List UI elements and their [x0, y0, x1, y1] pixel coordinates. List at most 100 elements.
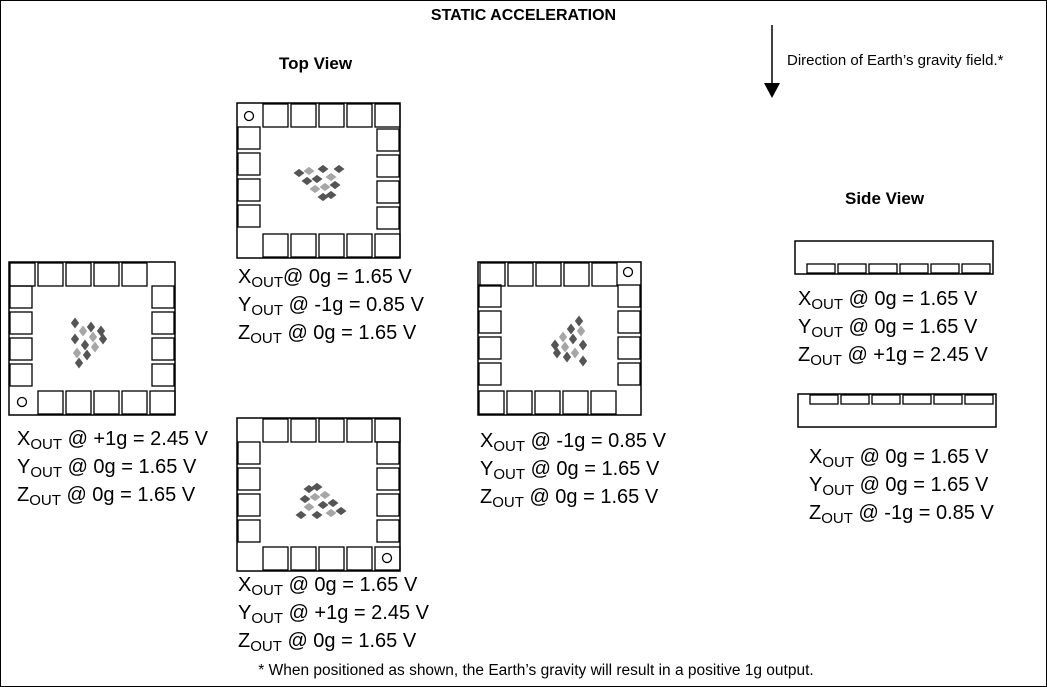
logo-diamond	[317, 164, 329, 174]
reading-x: XOUT @ +1g = 2.45 V	[17, 428, 208, 453]
package-bottom	[236, 417, 401, 572]
pad	[617, 310, 641, 334]
package-bottom-outline	[236, 417, 401, 572]
chevron-logo-bottom	[295, 482, 347, 520]
pad	[617, 336, 641, 360]
pad	[346, 233, 373, 258]
pad	[837, 263, 867, 274]
package-left-pads	[9, 262, 176, 415]
pad	[506, 390, 533, 415]
logo-diamond	[329, 180, 341, 190]
reading-x: XOUT @ 0g = 1.65 V	[809, 446, 989, 471]
logo-diamond	[327, 498, 339, 508]
logo-diamond	[325, 190, 337, 200]
pad	[262, 103, 289, 128]
logo-diamond	[325, 508, 337, 518]
package-top	[236, 102, 401, 259]
logo-diamond	[303, 484, 315, 494]
pad	[9, 337, 33, 361]
pin1-marker-icon	[16, 396, 28, 408]
logo-diamond	[568, 333, 578, 345]
logo-diamond	[566, 323, 576, 335]
pad	[9, 311, 33, 335]
side-package-up-body	[794, 240, 994, 275]
logo-diamond	[309, 492, 321, 502]
logo-diamond	[299, 494, 311, 504]
pad	[151, 363, 175, 387]
readings-side-down: XOUT @ 0g = 1.65 V YOUT @ 0g = 1.65 V ZO…	[809, 443, 994, 527]
logo-diamond	[574, 315, 584, 327]
pad	[318, 546, 345, 571]
side-package-down	[797, 393, 997, 428]
readings-bottom: XOUT @ 0g = 1.65 V YOUT @ +1g = 2.45 V Z…	[238, 571, 429, 655]
logo-diamond	[319, 490, 331, 500]
logo-diamond	[319, 182, 331, 192]
logo-diamond	[86, 321, 96, 333]
logo-diamond	[295, 510, 307, 520]
pad	[376, 206, 400, 230]
pad	[809, 394, 839, 405]
pad	[374, 546, 401, 571]
reading-z: ZOUT @ 0g = 1.65 V	[480, 486, 659, 511]
reading-z: ZOUT @ -1g = 0.85 V	[809, 502, 994, 527]
pad	[868, 263, 898, 274]
logo-diamond	[578, 339, 588, 351]
pad	[9, 363, 33, 387]
pad	[318, 103, 345, 128]
logo-diamond	[72, 347, 82, 359]
pad	[902, 394, 932, 405]
logo-diamond	[317, 500, 329, 510]
pad	[534, 390, 561, 415]
reading-x: XOUT@ 0g = 1.65 V	[238, 266, 412, 291]
reading-y: YOUT @ +1g = 2.45 V	[238, 602, 429, 627]
pad	[346, 103, 373, 128]
logo-diamond	[335, 506, 347, 516]
side-package-down-body	[797, 393, 997, 428]
pad	[346, 418, 373, 443]
pad	[237, 519, 261, 543]
pad	[37, 262, 64, 287]
pad	[478, 310, 502, 334]
logo-diamond	[325, 172, 337, 182]
reading-y: YOUT @ 0g = 1.65 V	[17, 456, 197, 481]
pad	[37, 390, 64, 415]
pad	[562, 390, 589, 415]
logo-diamond	[70, 317, 80, 329]
reading-x: XOUT @ 0g = 1.65 V	[798, 288, 978, 313]
pad	[840, 394, 870, 405]
reading-y: YOUT @ 0g = 1.65 V	[809, 474, 989, 499]
pad	[149, 390, 176, 415]
pad	[237, 441, 261, 465]
pad	[617, 284, 641, 308]
pad	[151, 311, 175, 335]
pad	[376, 180, 400, 204]
package-top-pads	[237, 103, 401, 258]
pad	[478, 362, 502, 386]
pad	[237, 204, 261, 228]
pad	[376, 467, 400, 491]
footnote: * When positioned as shown, the Earth’s …	[258, 662, 814, 679]
package-bottom-pads	[237, 418, 401, 571]
readings-top: XOUT@ 0g = 1.65 V YOUT @ -1g = 0.85 V ZO…	[238, 263, 424, 347]
pad	[237, 493, 261, 517]
pad	[318, 233, 345, 258]
pad	[151, 337, 175, 361]
side-package-down-pads	[809, 394, 994, 405]
down-arrow-icon	[764, 25, 780, 98]
package-right	[477, 261, 642, 416]
chevron-logo-left	[70, 317, 108, 369]
pad	[374, 103, 401, 128]
gravity-direction-note: Direction of Earth’s gravity field.*	[787, 52, 1004, 69]
pad	[346, 546, 373, 571]
chevron-logo-right	[550, 315, 588, 367]
logo-diamond	[560, 341, 570, 353]
logo-diamond	[80, 339, 90, 351]
pad	[93, 390, 120, 415]
pin1-marker-icon	[381, 552, 393, 564]
logo-diamond	[558, 331, 568, 343]
pad	[478, 336, 502, 360]
pin1-marker-icon	[622, 266, 634, 278]
logo-diamond	[78, 325, 88, 337]
